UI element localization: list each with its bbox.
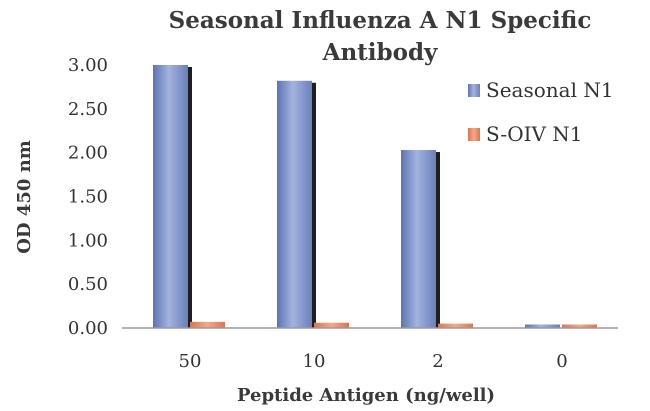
x-axis-ticks: 50 10 2 0	[179, 351, 568, 372]
x-tick-label: 10	[303, 351, 326, 372]
legend-item: S-OIV N1	[468, 122, 583, 146]
bar	[401, 150, 436, 328]
x-axis-title: Peptide Antigen (ng/well)	[237, 385, 495, 406]
bar-s-oiv-n1	[562, 324, 597, 328]
bar	[438, 323, 473, 328]
bar	[190, 321, 225, 328]
bar-s-oiv-n1	[190, 321, 225, 328]
bar-s-oiv-n1	[438, 323, 473, 328]
x-tick-label: 2	[432, 351, 443, 372]
y-axis-ticks: 0.00 0.50 1.00 1.50 2.00 2.50 3.00	[68, 55, 108, 339]
y-tick-label: 2.00	[68, 143, 108, 164]
legend-label: S-OIV N1	[486, 122, 583, 146]
y-tick-label: 0.00	[68, 318, 108, 339]
bar-shadow	[188, 67, 192, 328]
bar-seasonal-n1	[525, 324, 560, 328]
y-tick-label: 2.50	[68, 99, 108, 120]
bar	[277, 80, 312, 328]
bar-shadow	[436, 152, 440, 328]
legend: Seasonal N1 S-OIV N1	[468, 78, 614, 146]
bar	[562, 324, 597, 328]
bar-seasonal-n1	[277, 80, 316, 328]
chart-title-line-2: Antibody	[322, 39, 438, 66]
x-tick-label: 50	[179, 351, 202, 372]
y-tick-label: 0.50	[68, 274, 108, 295]
legend-swatch	[468, 84, 480, 97]
chart-title-line-1: Seasonal Influenza A N1 Specific	[169, 7, 592, 34]
bar	[153, 65, 188, 328]
bar	[525, 324, 560, 328]
x-tick-label: 0	[556, 351, 567, 372]
y-tick-label: 1.00	[68, 230, 108, 251]
bar-s-oiv-n1	[314, 322, 349, 328]
bar	[314, 322, 349, 328]
y-tick-label: 3.00	[68, 55, 108, 76]
y-axis-title: OD 450 nm	[14, 140, 35, 254]
bar-seasonal-n1	[153, 65, 192, 328]
bar-seasonal-n1	[401, 150, 440, 328]
y-tick-label: 1.50	[68, 187, 108, 208]
legend-item: Seasonal N1	[468, 78, 614, 102]
bar-shadow	[312, 82, 316, 328]
bars	[153, 65, 597, 328]
legend-swatch	[468, 128, 480, 141]
legend-label: Seasonal N1	[486, 78, 614, 102]
